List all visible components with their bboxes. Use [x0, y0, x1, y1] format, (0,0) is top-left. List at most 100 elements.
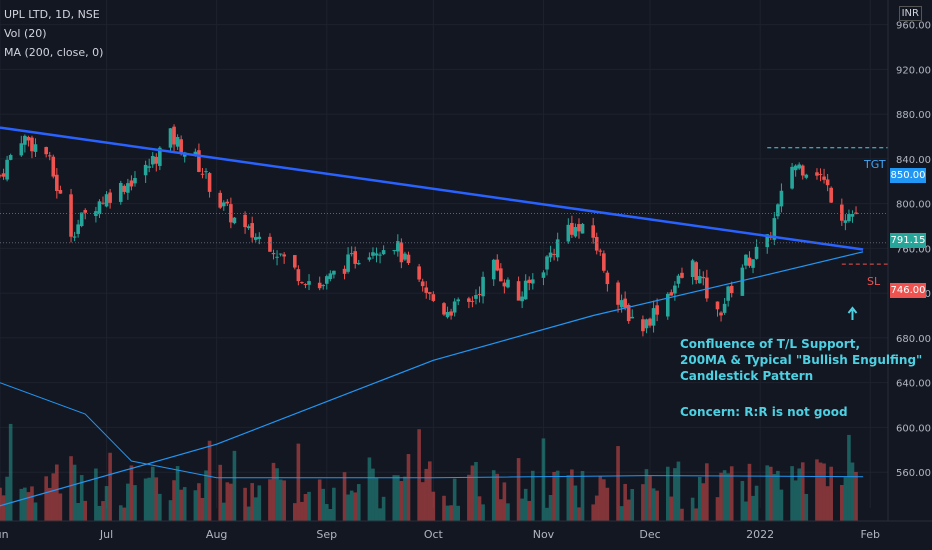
candle-body [420, 281, 425, 287]
volume-bar [470, 465, 475, 521]
volume-bar [317, 479, 322, 521]
candle-body [694, 262, 698, 281]
volume-bar [751, 495, 755, 521]
volume-bar [26, 492, 31, 521]
volume-bar [516, 458, 521, 521]
candle-body [626, 305, 631, 322]
volume-bar [722, 470, 727, 521]
candle-body [570, 222, 574, 235]
candle-body [250, 223, 254, 238]
candle-body [552, 253, 556, 255]
candle-body [690, 260, 695, 277]
candle-body [449, 311, 453, 316]
candle-body [342, 268, 347, 274]
candle-body [243, 214, 247, 228]
volume-bar [467, 474, 471, 521]
candle-body [371, 252, 375, 256]
candle-body [392, 250, 397, 252]
candle-body [776, 204, 780, 217]
volume-bar [182, 487, 187, 521]
candle-body [300, 282, 304, 284]
volume-bar [523, 488, 528, 521]
volume-bar [278, 479, 283, 521]
volume-bar [0, 487, 2, 521]
y-tick-label: 840.00 [896, 155, 931, 166]
volume-bar [271, 462, 276, 521]
volume-bar [520, 498, 524, 521]
candle-body [399, 242, 404, 263]
ma-indicator-label[interactable]: MA (200, close, 0) [4, 46, 104, 59]
volume-bar [797, 468, 801, 521]
candle-body [644, 319, 649, 329]
volume-bar [5, 476, 9, 521]
volume-bar [495, 473, 500, 521]
candle-body [282, 254, 286, 257]
volume-bar [122, 507, 127, 521]
volume-indicator-label[interactable]: Vol (20) [4, 27, 47, 40]
candle-body [676, 275, 681, 284]
volume-bar [129, 465, 134, 521]
volume-bar [104, 486, 109, 521]
candle-body [257, 236, 262, 239]
candle-body [30, 137, 34, 152]
up-arrow-head-icon [847, 306, 858, 314]
volume-bar [19, 488, 24, 521]
x-tick-label: Dec [639, 528, 660, 541]
candle-body [815, 172, 819, 176]
candle-body [545, 256, 549, 270]
volume-bar [94, 468, 98, 521]
candle-body [72, 236, 77, 238]
candle-body [754, 246, 759, 259]
volume-bar [715, 497, 720, 521]
volume-bar [58, 493, 63, 521]
candle-body [516, 281, 521, 301]
candle-body [623, 298, 627, 308]
volume-bar [630, 488, 635, 521]
volume-bar [282, 480, 286, 521]
candle-body [353, 251, 357, 264]
volume-bar [399, 481, 404, 521]
candle-body [253, 237, 258, 240]
currency-label[interactable]: INR [898, 6, 922, 21]
volume-bar [779, 489, 784, 521]
candle-body [719, 312, 723, 316]
candle-body [840, 204, 844, 221]
volume-bar [150, 466, 155, 521]
candle-body [527, 279, 532, 283]
y-tick-label: 560.00 [896, 468, 931, 479]
volume-bar [648, 475, 652, 521]
volume-bar [396, 475, 400, 521]
candle-body [44, 147, 48, 155]
candle-body [456, 299, 461, 302]
volume-bar [566, 475, 571, 521]
volume-bar [101, 501, 105, 521]
volume-bar [51, 473, 56, 521]
volume-bar [225, 482, 230, 521]
candle-body [765, 234, 770, 248]
candle-body [566, 224, 571, 242]
x-tick-label: Jun [0, 528, 9, 541]
candle-body [79, 212, 84, 226]
candle-body [740, 267, 745, 296]
candle-body [200, 173, 205, 175]
volume-bar [33, 502, 38, 521]
candle-body [744, 254, 748, 266]
volume-bar [499, 499, 503, 521]
candle-body [346, 254, 350, 272]
candle-body [147, 166, 151, 168]
candle-body [829, 187, 833, 203]
volume-bar [253, 497, 258, 521]
candle-body [470, 300, 475, 302]
markers [847, 306, 858, 320]
volume-bar [840, 485, 844, 521]
candle-body [797, 164, 801, 169]
candle-body [69, 194, 73, 237]
candle-body [665, 293, 670, 317]
candle-body [0, 175, 2, 177]
volume-bar [403, 476, 407, 521]
ma200-line [0, 251, 864, 507]
candle-body [531, 279, 535, 284]
symbol-title[interactable]: UPL LTD, 1D, NSE [4, 8, 100, 21]
volume-bar [477, 496, 482, 521]
volume-bar [793, 480, 798, 521]
